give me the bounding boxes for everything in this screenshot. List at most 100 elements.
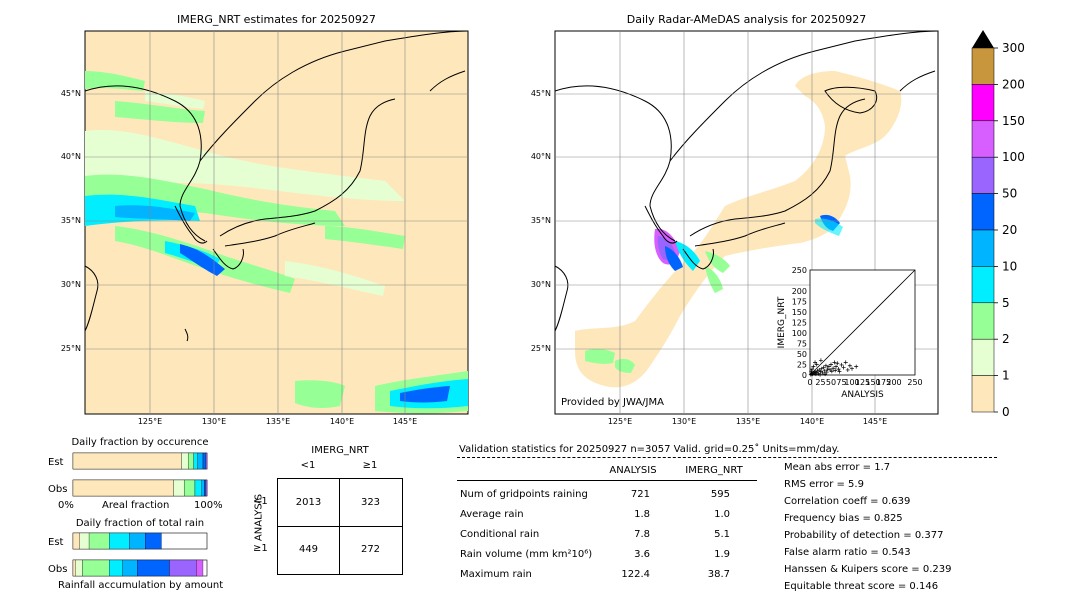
fraction-bar-segment: [82, 559, 110, 577]
fraction-bar-segment: [129, 532, 146, 550]
validation-score: Equitable threat score = 0.146: [784, 581, 939, 592]
colorbar-segment: [971, 302, 995, 340]
occ-row-est: Est: [48, 457, 64, 468]
lon-label: 145°E: [862, 417, 888, 426]
scatter-point: [833, 368, 838, 373]
contingency-cell-22: 272: [360, 544, 381, 555]
fraction-bar-segment: [109, 532, 130, 550]
scatter-point: [843, 360, 848, 365]
scatter-point: [821, 365, 826, 370]
scatter-xtick: 150: [865, 378, 880, 387]
fraction-bar-segment: [193, 452, 198, 470]
contingency-cell-11: 2013: [295, 497, 322, 508]
validation-row-imerg: 38.7: [707, 569, 730, 580]
colorbar-tick-label: 0: [1002, 405, 1010, 419]
fraction-bar-segment: [72, 532, 80, 550]
scatter-point: [814, 362, 819, 367]
scatter-point: [831, 366, 836, 371]
lat-label: 30°N: [530, 280, 551, 289]
fraction-bar-segment: [201, 479, 205, 497]
left-map: [84, 30, 469, 415]
scatter-ytick: 250: [792, 266, 807, 275]
occ-xlabel-mid: Areal fraction: [102, 500, 170, 511]
colorbar-segment: [971, 375, 995, 413]
colorbar-tick-label: 50: [1002, 187, 1017, 201]
scatter-point: [836, 367, 841, 372]
lat-label: 40°N: [60, 152, 81, 161]
fraction-bar-segment: [194, 479, 202, 497]
scatter-point: [811, 364, 816, 369]
colorbar-segment: [971, 120, 995, 158]
contingency-hline: [278, 526, 402, 527]
validation-row-imerg: 1.0: [714, 509, 730, 520]
colorbar-segment: [971, 266, 995, 304]
lon-label: 125°E: [137, 417, 163, 426]
lon-label: 130°E: [671, 417, 697, 426]
validation-score: Hanssen & Kuipers score = 0.239: [784, 564, 952, 575]
validation-col-analysis: ANALYSIS: [609, 465, 657, 476]
scatter-point: [813, 360, 818, 365]
scatter-point: [810, 367, 815, 372]
fraction-bar-segment: [205, 479, 208, 497]
scatter-xtick: 50: [826, 378, 836, 387]
fraction-bar-segment: [75, 559, 83, 577]
lat-label: 25°N: [530, 344, 551, 353]
fraction-bar-segment: [122, 559, 138, 577]
lon-label: 125°E: [607, 417, 633, 426]
map-credit: Provided by JWA/JMA: [561, 397, 664, 408]
validation-divider: [457, 457, 997, 458]
colorbar-segment: [971, 47, 995, 85]
contingency-row-1: <1: [253, 496, 268, 507]
scatter-ytick: 125: [792, 319, 807, 328]
scatter-xtick: 100: [844, 378, 859, 387]
fraction-bar-segment: [197, 452, 204, 470]
validation-row-label: Num of gridpoints raining: [460, 489, 588, 500]
colorbar-tick-label: 20: [1002, 223, 1017, 237]
occ-xlabel-left: 0%: [58, 500, 74, 511]
scatter-point: [845, 367, 850, 372]
lon-label: 145°E: [392, 417, 418, 426]
validation-row-analysis: 3.6: [634, 549, 650, 560]
fraction-bar-segment: [196, 559, 204, 577]
fraction-bar-segment: [79, 532, 90, 550]
scatter-ytick: 150: [792, 308, 807, 317]
validation-col-imerg: IMERG_NRT: [685, 465, 743, 476]
scatter-xtick: 250: [907, 378, 922, 387]
left-map-grid: [85, 31, 468, 414]
scatter-point: [829, 369, 834, 374]
validation-table-rule: [457, 480, 757, 481]
scatter-xlabel: ANALYSIS: [841, 390, 884, 400]
fraction-bar-segment: [184, 479, 196, 497]
lat-label: 30°N: [60, 280, 81, 289]
contingency-row-2: ≥1: [253, 543, 268, 554]
fraction-bar-segment: [205, 452, 208, 470]
scatter-point: [834, 364, 839, 369]
fraction-bar-segment: [109, 559, 123, 577]
fraction-bar-segment: [72, 559, 76, 577]
right-map-title: Daily Radar-AMeDAS analysis for 20250927: [626, 13, 867, 26]
contingency-col-2: ≥1: [362, 460, 378, 471]
fraction-bar-segment: [88, 532, 110, 550]
scatter-point: [854, 364, 859, 369]
scatter-point: [841, 365, 846, 370]
tot-row-est: Est: [48, 537, 64, 548]
validation-row-imerg: 595: [710, 489, 730, 500]
contingency-cell-21: 449: [298, 544, 319, 555]
fraction-bar-segment: [72, 452, 182, 470]
left-map-rain: [85, 71, 468, 414]
fraction-bar-segment: [181, 452, 189, 470]
validation-score: Correlation coeff = 0.639: [784, 496, 911, 507]
scatter-ytick: 100: [792, 329, 807, 338]
validation-score: Frequency bias = 0.825: [784, 513, 903, 524]
colorbar-tick-label: 1: [1002, 369, 1010, 383]
right-map-coastlines: [554, 30, 939, 332]
scatter-point: [847, 363, 852, 368]
validation-row-label: Maximum rain: [460, 569, 532, 580]
scatter-point: [832, 360, 837, 365]
fraction-bar-segment: [137, 559, 170, 577]
tot-xlabel: Rainfall accumulation by amount: [58, 580, 224, 591]
fraction-bar-segment: [145, 532, 162, 550]
lon-label: 140°E: [799, 417, 825, 426]
